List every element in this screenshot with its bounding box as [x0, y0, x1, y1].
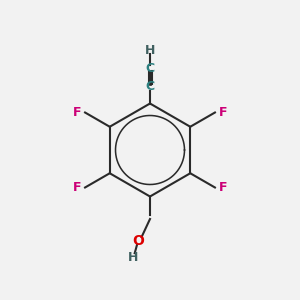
Text: F: F [219, 106, 227, 119]
Text: O: O [133, 234, 145, 248]
Text: F: F [73, 181, 81, 194]
Text: H: H [128, 250, 138, 264]
Text: C: C [146, 80, 154, 94]
Text: C: C [146, 61, 154, 75]
Text: F: F [219, 181, 227, 194]
Text: H: H [145, 44, 155, 57]
Text: F: F [73, 106, 81, 119]
